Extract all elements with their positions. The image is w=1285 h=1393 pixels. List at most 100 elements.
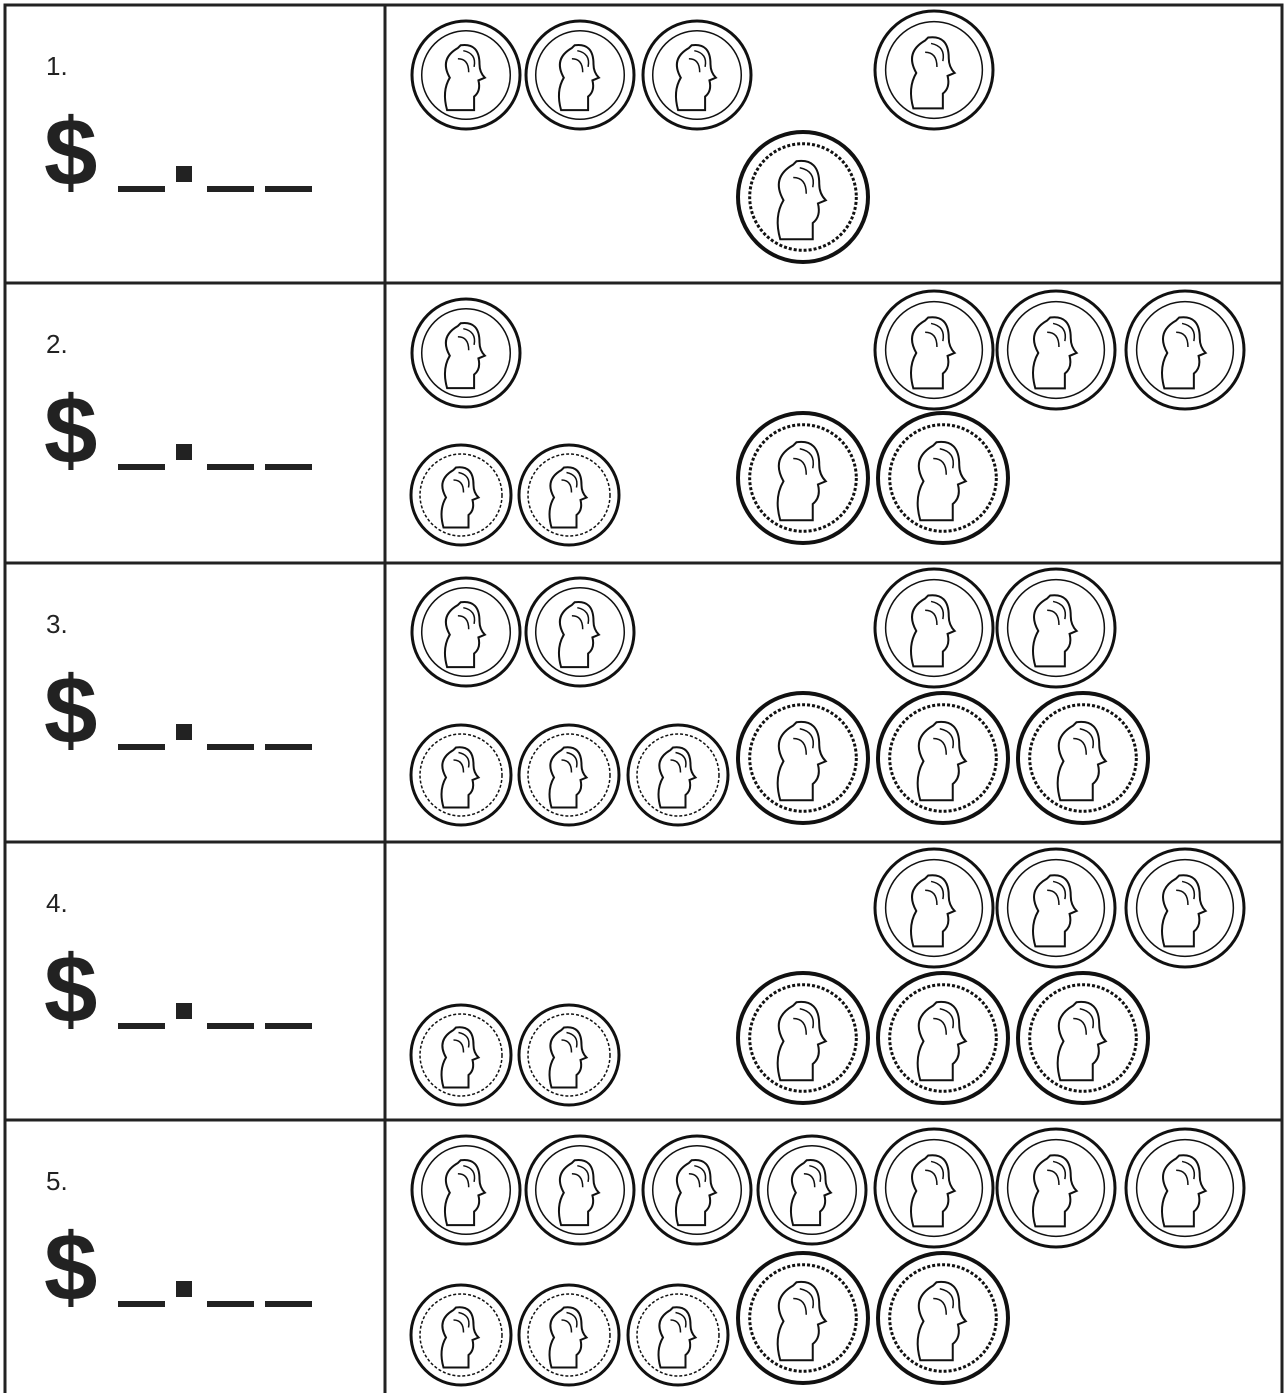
coin-inner xyxy=(527,1013,611,1097)
problem-number: 2. xyxy=(46,329,68,359)
coin-hair xyxy=(457,327,476,351)
coin xyxy=(876,971,1010,1105)
coin-rim xyxy=(876,971,1010,1105)
coin-inner xyxy=(884,858,984,958)
problem-number: 5. xyxy=(46,1166,68,1196)
coin-inner xyxy=(420,586,512,678)
coin-rim xyxy=(409,723,513,827)
coin-inner xyxy=(527,733,611,817)
currency-symbol: $ xyxy=(44,377,97,484)
coin-hair xyxy=(1047,600,1067,626)
coin-portrait xyxy=(909,1154,957,1228)
coin-portrait xyxy=(548,1026,589,1089)
coin-portrait xyxy=(909,316,957,390)
coin-hair xyxy=(670,1311,687,1333)
coin xyxy=(409,1283,513,1387)
coin xyxy=(517,1003,621,1107)
coin-portrait xyxy=(557,44,601,112)
coin xyxy=(873,9,995,131)
coin-rim xyxy=(524,576,636,688)
coin-rim xyxy=(410,19,522,131)
coin-rim xyxy=(410,576,522,688)
coin-inner xyxy=(1028,703,1138,813)
coin-rim xyxy=(517,1003,621,1107)
coin-rim xyxy=(756,1134,868,1246)
coin-rim xyxy=(873,567,995,689)
coin-hair xyxy=(793,1008,815,1035)
coin-rim xyxy=(876,691,1010,825)
decimal-point xyxy=(176,166,192,182)
coin xyxy=(409,723,513,827)
coin xyxy=(410,19,522,131)
coin-hair xyxy=(561,1031,578,1053)
coin-inner xyxy=(527,453,611,537)
coin xyxy=(995,847,1117,969)
coin-rim xyxy=(995,847,1117,969)
coin-hair xyxy=(793,167,815,194)
coin-rim xyxy=(736,691,870,825)
coin-portrait xyxy=(1160,874,1208,948)
coin-portrait xyxy=(1056,720,1108,802)
coin xyxy=(876,411,1010,545)
coin xyxy=(736,691,870,825)
decimal-point xyxy=(176,1003,192,1019)
coin-hair xyxy=(561,471,578,493)
coin-inner xyxy=(636,1293,720,1377)
answer-blank xyxy=(118,186,165,192)
coin-hair xyxy=(561,1311,578,1333)
coin-rim xyxy=(410,1134,522,1246)
coin-rim xyxy=(1124,289,1246,411)
coin-hair xyxy=(561,751,578,773)
answer-blank xyxy=(265,1301,312,1307)
coin xyxy=(517,1283,621,1387)
coin-portrait xyxy=(1160,1154,1208,1228)
coin-portrait xyxy=(916,720,968,802)
coin-inner xyxy=(888,1263,998,1373)
coin-inner xyxy=(1028,983,1138,1093)
coin-hair xyxy=(793,1288,815,1315)
coin-hair xyxy=(925,1160,945,1186)
coin-inner xyxy=(1006,578,1106,678)
coin xyxy=(1124,847,1246,969)
coin-hair xyxy=(925,322,945,348)
answer-blank xyxy=(118,464,165,470)
coin-inner xyxy=(636,733,720,817)
coin-portrait xyxy=(674,1159,718,1227)
coin-rim xyxy=(736,1251,870,1385)
coin-hair xyxy=(1176,322,1196,348)
coin-rim xyxy=(517,443,621,547)
coin-rim xyxy=(626,723,730,827)
coin-inner xyxy=(651,1144,743,1236)
coin-inner xyxy=(420,1144,512,1236)
coin-rim xyxy=(409,443,513,547)
coin-portrait xyxy=(443,601,487,669)
coin-rim xyxy=(409,1283,513,1387)
coin-rim xyxy=(876,411,1010,545)
coin xyxy=(517,443,621,547)
coin-portrait xyxy=(1056,1000,1108,1082)
coin-portrait xyxy=(1031,316,1079,390)
coin xyxy=(736,971,870,1105)
coin xyxy=(626,1283,730,1387)
problem-number: 4. xyxy=(46,888,68,918)
coin-inner xyxy=(888,423,998,533)
coin-inner xyxy=(884,300,984,400)
coin-hair xyxy=(571,49,590,73)
coin-inner xyxy=(748,983,858,1093)
currency-symbol: $ xyxy=(44,657,97,764)
coin-hair xyxy=(670,751,687,773)
coin-inner xyxy=(419,453,503,537)
coin-inner xyxy=(534,586,626,678)
coin-portrait xyxy=(557,1159,601,1227)
coin-rim xyxy=(641,1134,753,1246)
coin-portrait xyxy=(657,746,698,809)
answer-blank xyxy=(207,1023,254,1029)
coin-hair xyxy=(453,471,470,493)
coin-inner xyxy=(651,29,743,121)
coin-portrait xyxy=(440,1306,481,1369)
coin-rim xyxy=(873,847,995,969)
coin xyxy=(873,567,995,689)
coin xyxy=(641,19,753,131)
coin xyxy=(736,411,870,545)
coin-inner xyxy=(884,578,984,678)
